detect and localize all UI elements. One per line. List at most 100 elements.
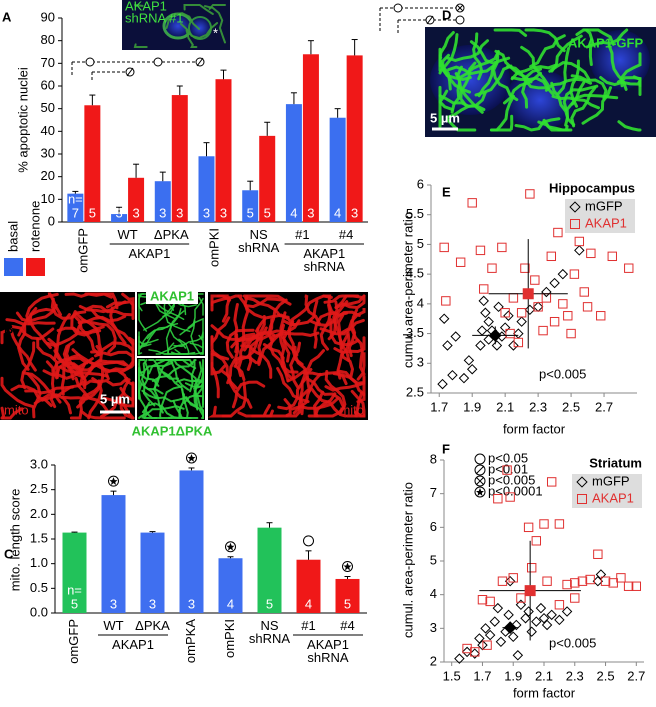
point: [437, 378, 448, 390]
legend-marker: [570, 219, 580, 229]
point: [596, 311, 606, 321]
structure: [585, 28, 629, 49]
point: [520, 263, 530, 273]
point: [554, 614, 565, 626]
point: [454, 653, 465, 664]
n-label: 4: [290, 205, 297, 220]
panel-letter: C: [4, 546, 14, 561]
structure: [64, 292, 113, 299]
structure: [221, 294, 239, 323]
structure: [291, 294, 333, 321]
structure: [153, 416, 173, 419]
panel-letter: D: [442, 7, 451, 22]
annotation: p<0.005: [539, 366, 586, 381]
structure: [291, 397, 339, 411]
bar: [171, 95, 188, 222]
bar: [335, 578, 360, 613]
structure: [26, 372, 42, 419]
structure: [183, 4, 214, 15]
image-label: AKAP1ΔPKA: [132, 423, 213, 438]
point: [508, 573, 518, 583]
n-label: 5: [266, 596, 273, 611]
point: [482, 640, 492, 650]
legend-label: p<0.01: [488, 461, 528, 476]
n-label: 3: [149, 596, 156, 611]
point: [505, 492, 515, 502]
x-tick-label: #1: [295, 227, 310, 242]
point: [608, 578, 618, 588]
structure: [138, 330, 157, 348]
significance-marker: [343, 562, 352, 571]
point: [592, 575, 604, 587]
panel-letter: B: [4, 321, 13, 336]
x-tick-label: 1.9: [504, 668, 522, 683]
group-label: AKAP1: [112, 637, 154, 652]
n-label: 4: [305, 596, 312, 611]
x-tick-label: 2.3: [566, 668, 584, 683]
n-label: 5: [247, 205, 254, 220]
y-tick-label: 50: [41, 100, 55, 115]
structure: [276, 366, 310, 404]
legend-label: mGFP: [585, 198, 623, 213]
point: [508, 340, 519, 351]
point: [549, 316, 560, 327]
y-tick-label: 3: [417, 355, 424, 370]
significance-marker: [476, 488, 484, 496]
bar: [215, 79, 232, 222]
mean-marker: [503, 621, 517, 635]
structure: [309, 387, 347, 418]
structure: [524, 28, 566, 53]
point: [475, 340, 486, 351]
structure: [327, 310, 361, 341]
x-tick-label: 1.7: [473, 668, 491, 683]
n-label: 3: [115, 205, 122, 220]
point: [549, 277, 560, 289]
structure: [45, 318, 85, 348]
significance-marker: [475, 465, 485, 475]
structure: [173, 330, 204, 348]
group-label: AKAP1 shRNA: [307, 637, 349, 665]
legend-marker: [569, 201, 581, 213]
y-tick-label: 4.5: [406, 266, 424, 281]
point: [491, 340, 503, 351]
n-label: 7: [72, 205, 79, 220]
y-tick-label: 80: [41, 32, 55, 47]
legend-label: p<0.005: [488, 472, 535, 487]
y-tick-label: 6: [430, 519, 437, 534]
point: [505, 328, 515, 339]
point: [480, 623, 491, 634]
legend-box: [572, 474, 642, 508]
panel-letter: E: [442, 184, 451, 199]
bar: [218, 558, 243, 613]
bar: [329, 117, 346, 222]
x-tick-label: #4: [340, 618, 355, 633]
point: [524, 304, 536, 316]
bar: [302, 54, 319, 223]
structure: [446, 39, 489, 62]
n-label: 5: [89, 205, 96, 220]
structure: [607, 44, 628, 91]
structure: [155, 343, 187, 355]
y-tick-label: 6: [417, 176, 424, 191]
structure: [493, 28, 528, 37]
structure: [333, 336, 366, 354]
y-tick-label: 3.0: [30, 456, 48, 471]
nucleus: [590, 30, 650, 90]
point: [586, 248, 596, 259]
bar: [198, 156, 215, 222]
point: [542, 576, 552, 586]
structure: [440, 53, 472, 82]
mean-marker: [524, 585, 536, 597]
point: [516, 593, 526, 603]
structure: [514, 117, 561, 132]
structure: [17, 323, 30, 371]
point: [474, 633, 485, 644]
structure: [148, 359, 179, 380]
group-label: AKAP1: [128, 246, 171, 261]
point: [541, 286, 552, 298]
structure: [105, 300, 135, 320]
y-axis-title: % apoptotic nuclei: [15, 67, 30, 173]
n-label: 3: [351, 205, 358, 220]
point: [585, 574, 595, 585]
